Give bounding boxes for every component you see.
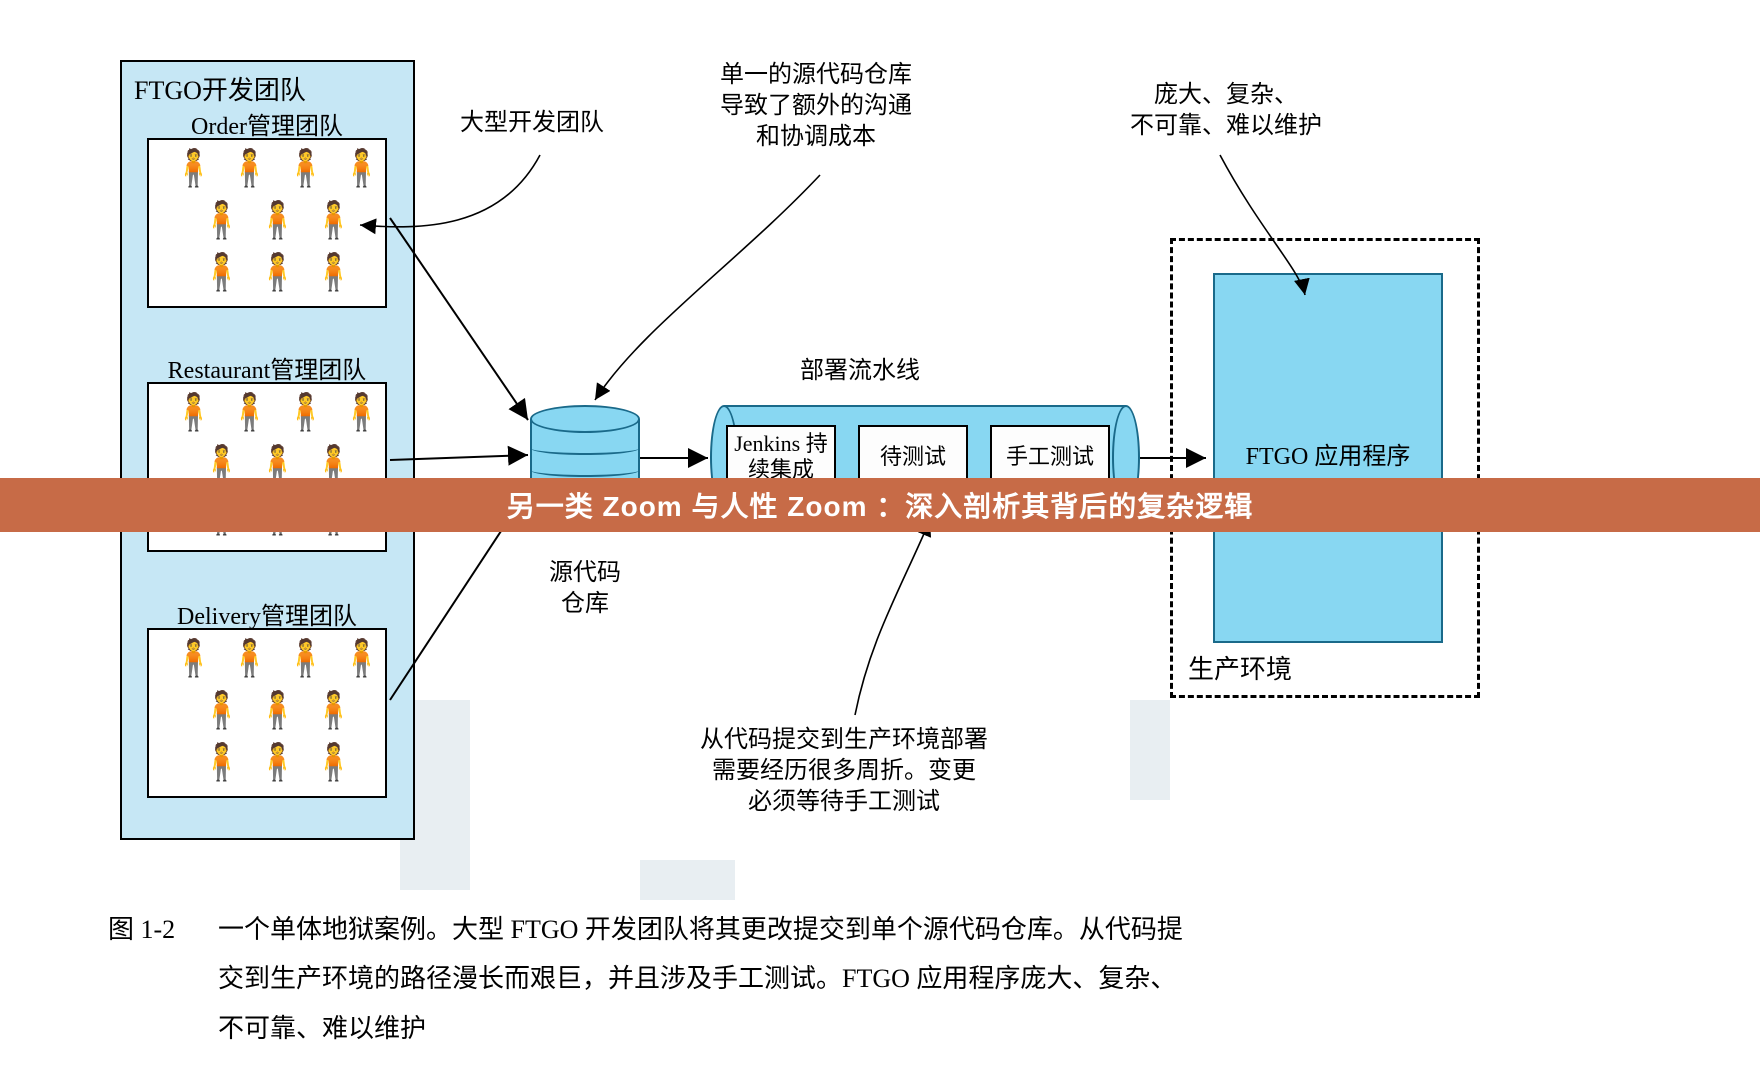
stage-label: Jenkins 持续集成 <box>728 431 834 484</box>
team-restaurant-title: Restaurant管理团队 <box>149 350 385 385</box>
caption-line: 不可靠、难以维护 <box>218 1014 426 1043</box>
caption-line: 交到生产环境的路径漫长而艰巨，并且涉及手工测试。FTGO 应用程序庞大、复杂、 <box>218 964 1176 993</box>
ftgo-app-label: FTGO 应用程序 <box>1246 441 1411 475</box>
figure-number: 图 1-2 <box>108 905 218 954</box>
team-delivery: Delivery管理团队 🧍🧍🧍🧍 🧍🧍🧍 🧍🧍🧍 <box>147 628 387 798</box>
production-env-label: 生产环境 <box>1188 653 1292 687</box>
banner-text: 另一类 Zoom 与人性 Zoom ：深入剖析其背后的复杂逻辑 <box>507 485 1254 525</box>
caption-line: 一个单体地狱案例。大型 FTGO 开发团队将其更改提交到单个源代码仓库。从代码提 <box>218 915 1183 944</box>
annotation-large-team: 大型开发团队 <box>460 108 604 139</box>
overlay-banner: 另一类 Zoom 与人性 Zoom ：深入剖析其背后的复杂逻辑 <box>0 478 1760 532</box>
annotation-bottom-note: 从代码提交到生产环境部署 需要经历很多周折。变更 必须等待手工测试 <box>700 725 988 819</box>
team-order: Order管理团队 🧍🧍🧍🧍 🧍🧍🧍 🧍🧍🧍 <box>147 138 387 308</box>
stage-label: 手工测试 <box>1006 444 1094 470</box>
team-delivery-title: Delivery管理团队 <box>149 596 385 631</box>
ghost-shape <box>1130 700 1170 800</box>
figure-caption: 图 1-2一个单体地狱案例。大型 FTGO 开发团队将其更改提交到单个源代码仓库… <box>108 905 1648 1053</box>
team-order-title: Order管理团队 <box>149 106 385 141</box>
production-env: FTGO 应用程序 生产环境 <box>1170 238 1480 698</box>
ftgo-team-container: FTGO开发团队 Order管理团队 🧍🧍🧍🧍 🧍🧍🧍 🧍🧍🧍 Restaura… <box>120 60 415 840</box>
pipeline-title: 部署流水线 <box>800 356 920 387</box>
ghost-shape <box>640 860 735 900</box>
ftgo-app-box: FTGO 应用程序 <box>1213 273 1443 643</box>
stage-label: 待测试 <box>880 444 946 470</box>
annotation-single-repo: 单一的源代码仓库 导致了额外的沟通 和协调成本 <box>720 60 912 154</box>
source-repo-label: 源代码 仓库 <box>532 558 638 620</box>
annotation-complex-app: 庞大、复杂、 不可靠、难以维护 <box>1130 80 1322 142</box>
ftgo-team-title: FTGO开发团队 <box>134 70 306 107</box>
